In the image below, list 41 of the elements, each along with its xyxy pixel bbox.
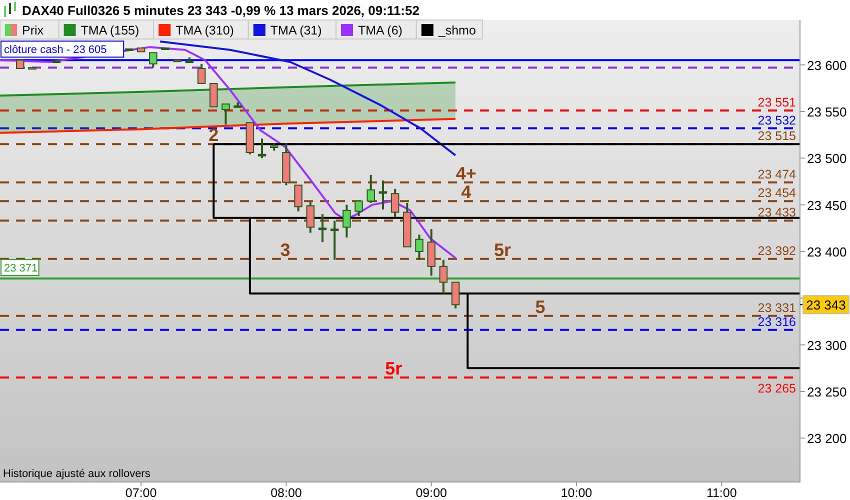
y-tick-label: 23 500 (807, 151, 847, 166)
legend-label: _shmo (437, 24, 476, 38)
legend-label: TMA (6) (358, 24, 402, 38)
y-tick-label: 23 250 (807, 384, 847, 400)
x-tick-label: 09:00 (416, 486, 448, 500)
legend-label: Prix (22, 24, 44, 38)
annotation: 5 (535, 296, 546, 317)
ref-line-label: 23 265 (758, 381, 796, 396)
annotation: 3 (280, 240, 290, 260)
ref-line-label: 23 392 (758, 244, 796, 258)
annotation: Historique ajusté aux rollovers (3, 468, 151, 480)
annotation: 5r (494, 240, 511, 260)
y-tick-label: 23 600 (807, 58, 847, 73)
annotation: 4+ (456, 163, 476, 184)
ref-line-label: 23 331 (758, 300, 796, 315)
x-tick-label: 10:00 (560, 486, 592, 500)
ref-line-label: 23 551 (758, 96, 796, 110)
x-tick-label: 07:00 (125, 486, 157, 500)
y-tick-label: 23 300 (807, 338, 847, 353)
y-tick-label: 23 200 (807, 431, 847, 446)
ref-line-label: 23 532 (758, 113, 796, 128)
y-tick-label: 23 450 (807, 198, 847, 213)
annotation: 2 (208, 125, 219, 146)
y-tick-label: 23 550 (807, 104, 847, 120)
x-tick-label: 08:00 (270, 486, 302, 500)
ref-line-label: 23 433 (758, 206, 796, 220)
legend-label: TMA (31) (270, 24, 322, 38)
legend-label: TMA (310) (176, 24, 234, 38)
annotation: 5r (385, 358, 402, 378)
ref-line-label: 23 454 (758, 186, 796, 200)
legend-label: TMA (155) (80, 24, 140, 38)
x-tick-label: 11:00 (706, 486, 737, 500)
ref-line-label: 23 474 (758, 167, 796, 182)
ref-line-label: clôture cash - 23 605 (4, 44, 107, 56)
y-tick-label: 23 343 (806, 298, 846, 313)
ref-line-label: 23 371 (4, 262, 38, 275)
chart-title: DAX40 Full0326 5 minutes 23 343 -0,99 % 13 mars 2026, 09:11:52 (22, 3, 420, 18)
ref-line-label: 23 515 (758, 129, 796, 144)
y-tick-label: 23 400 (807, 244, 847, 260)
annotation: 4 (461, 182, 472, 202)
ref-line-label: 23 316 (758, 314, 796, 329)
